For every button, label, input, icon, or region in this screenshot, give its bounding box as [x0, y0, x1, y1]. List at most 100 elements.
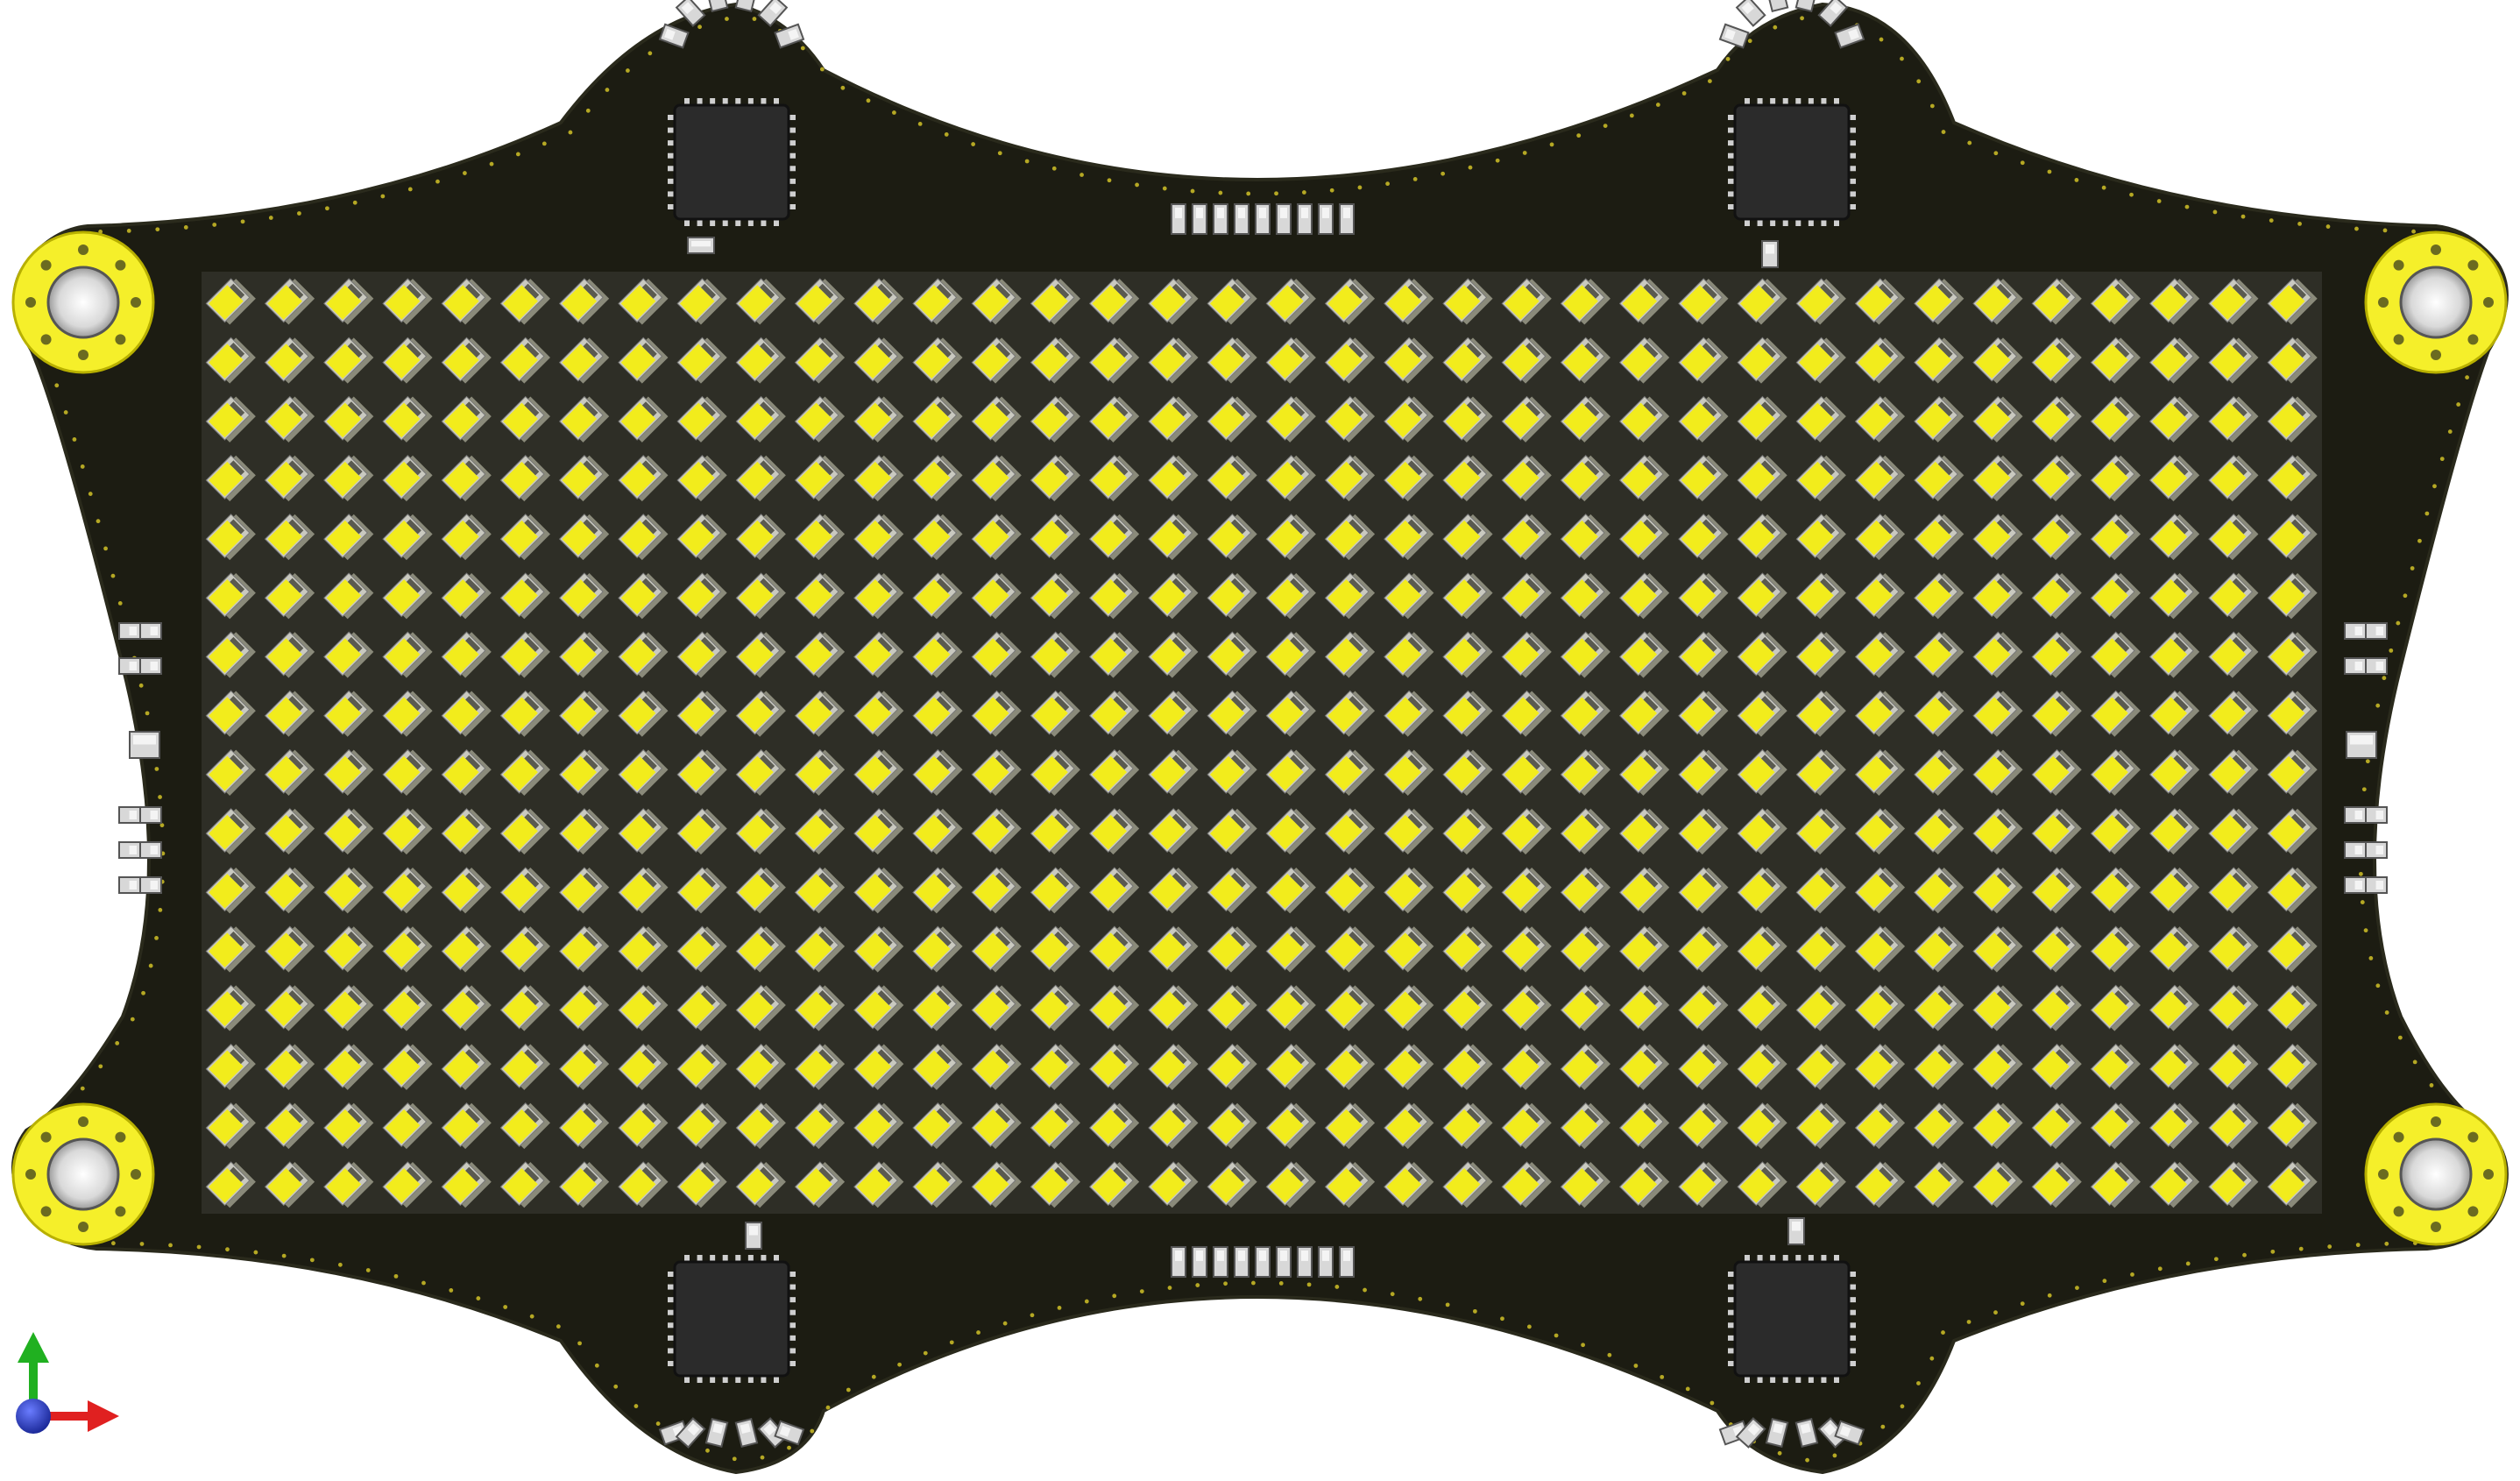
- led-cell: [971, 514, 1022, 561]
- led-cell: [618, 867, 669, 914]
- led-cell: [382, 1043, 433, 1090]
- led-cell: [1972, 1161, 2023, 1208]
- smd-component: [1192, 203, 1207, 235]
- led-cell: [441, 278, 492, 325]
- led-cell: [558, 984, 610, 1031]
- led-cell: [1324, 690, 1376, 737]
- led-cell: [971, 984, 1022, 1031]
- led-cell: [1737, 631, 1787, 678]
- led-cell: [735, 1161, 786, 1208]
- led-cell: [1088, 337, 1140, 384]
- led-cell: [2267, 514, 2318, 561]
- led-cell: [1442, 690, 1493, 737]
- led-cell: [2090, 867, 2141, 914]
- led-cell: [1501, 867, 1552, 914]
- led-cell: [1324, 572, 1376, 620]
- led-cell: [2267, 337, 2318, 384]
- led-cell: [1972, 337, 2023, 384]
- ic-chip: [668, 98, 796, 226]
- led-cell: [1854, 690, 1906, 737]
- led-cell: [1384, 572, 1434, 620]
- led-cell: [1384, 690, 1434, 737]
- led-cell: [2090, 337, 2141, 384]
- led-cell: [2031, 631, 2082, 678]
- led-cell: [205, 278, 256, 325]
- led-cell: [1737, 748, 1787, 796]
- led-cell: [971, 572, 1022, 620]
- led-cell: [1030, 455, 1080, 502]
- smd-component: [1735, 1417, 1766, 1449]
- led-cell: [2031, 337, 2082, 384]
- led-cell: [264, 1043, 315, 1090]
- led-cell: [2090, 278, 2141, 325]
- led-cell: [2148, 867, 2200, 914]
- led-cell: [382, 1161, 433, 1208]
- led-cell: [1914, 690, 1964, 737]
- led-cell: [1854, 631, 1906, 678]
- led-cell: [2031, 395, 2082, 443]
- led-cell: [1265, 925, 1316, 973]
- led-cell: [2090, 1043, 2141, 1090]
- led-cell: [441, 925, 492, 973]
- led-cell: [971, 337, 1022, 384]
- led-cell: [1265, 1102, 1316, 1150]
- led-cell: [205, 925, 256, 973]
- led-matrix-underlay: [202, 272, 2322, 1214]
- led-cell: [794, 455, 846, 502]
- led-cell: [794, 395, 846, 443]
- led-cell: [2267, 984, 2318, 1031]
- led-cell: [205, 984, 256, 1031]
- led-cell: [1795, 631, 1846, 678]
- smd-component: [129, 731, 160, 759]
- led-cell: [1088, 984, 1140, 1031]
- led-cell: [676, 808, 727, 855]
- led-cell: [558, 1161, 610, 1208]
- led-cell: [499, 808, 550, 855]
- led-cell: [853, 1102, 904, 1150]
- led-cell: [1088, 1043, 1140, 1090]
- led-cell: [1501, 514, 1552, 561]
- led-cell: [1914, 1161, 1964, 1208]
- led-cell: [1501, 1161, 1552, 1208]
- led-cell: [205, 1161, 256, 1208]
- led-cell: [794, 337, 846, 384]
- led-cell: [2148, 925, 2200, 973]
- led-cell: [264, 1161, 315, 1208]
- axis-triad: [16, 1332, 119, 1434]
- led-cell: [1972, 984, 2023, 1031]
- led-cell: [912, 748, 963, 796]
- led-cell: [1148, 395, 1199, 443]
- led-cell: [735, 278, 786, 325]
- led-cell: [1678, 631, 1729, 678]
- led-cell: [735, 690, 786, 737]
- led-cell: [2148, 455, 2200, 502]
- led-cell: [1678, 572, 1729, 620]
- led-cell: [499, 572, 550, 620]
- led-cell: [1207, 984, 1257, 1031]
- led-cell: [1972, 925, 2023, 973]
- led-cell: [2267, 572, 2318, 620]
- led-cell: [558, 690, 610, 737]
- led-cell: [2090, 395, 2141, 443]
- led-cell: [2031, 278, 2082, 325]
- led-cell: [853, 690, 904, 737]
- led-cell: [1088, 690, 1140, 737]
- led-cell: [1265, 1043, 1316, 1090]
- led-cell: [1148, 278, 1199, 325]
- led-cell: [912, 808, 963, 855]
- led-cell: [618, 455, 669, 502]
- smd-component: [139, 876, 162, 894]
- smd-component: [1234, 203, 1249, 235]
- led-cell: [2267, 1043, 2318, 1090]
- led-cell: [1737, 395, 1787, 443]
- led-cell: [1148, 1102, 1199, 1150]
- led-cell: [1854, 514, 1906, 561]
- led-cell: [2208, 1102, 2259, 1150]
- led-cell: [794, 514, 846, 561]
- led-cell: [382, 1102, 433, 1150]
- ic-chip: [668, 1255, 796, 1383]
- led-cell: [2090, 925, 2141, 973]
- led-cell: [1265, 984, 1316, 1031]
- led-cell: [1501, 984, 1552, 1031]
- mounting-hole: [2364, 230, 2508, 374]
